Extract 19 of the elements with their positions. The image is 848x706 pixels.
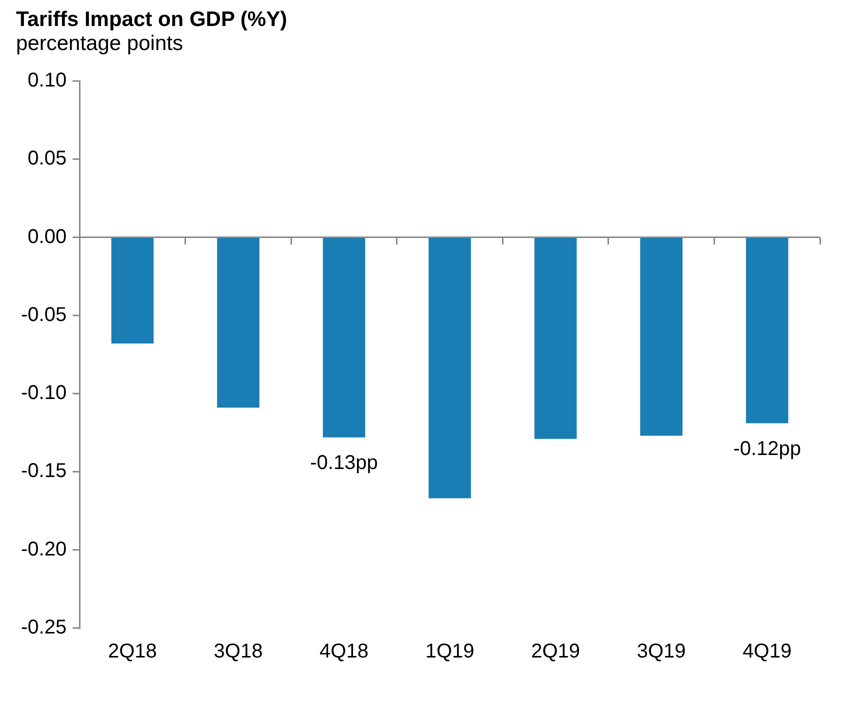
y-tick-label: -0.05 [20, 304, 67, 326]
chart-subtitle: percentage points [16, 32, 184, 56]
data-label: -0.12pp [733, 438, 802, 460]
y-tick-label: -0.10 [20, 382, 67, 404]
data-label: -0.13pp [310, 452, 378, 474]
x-tick-label: 4Q18 [320, 640, 368, 663]
y-tick-label: -0.25 [20, 616, 67, 639]
y-tick-label: 0.05 [28, 148, 67, 170]
x-tick-label: 1Q19 [425, 640, 474, 663]
y-tick-label: 0.10 [28, 70, 67, 92]
x-tick-label: 2Q18 [108, 640, 157, 663]
x-tick-label: 2Q19 [531, 640, 580, 663]
x-tick-label: 3Q18 [214, 640, 263, 663]
x-tick-label: 3Q19 [636, 640, 686, 663]
y-tick-label: -0.20 [20, 538, 67, 560]
y-tick-label: -0.15 [20, 460, 67, 482]
x-tick-label: 4Q19 [742, 640, 792, 663]
chart-title: Tariffs Impact on GDP (%Y) [16, 8, 288, 32]
y-tick-label: 0.00 [28, 226, 67, 248]
